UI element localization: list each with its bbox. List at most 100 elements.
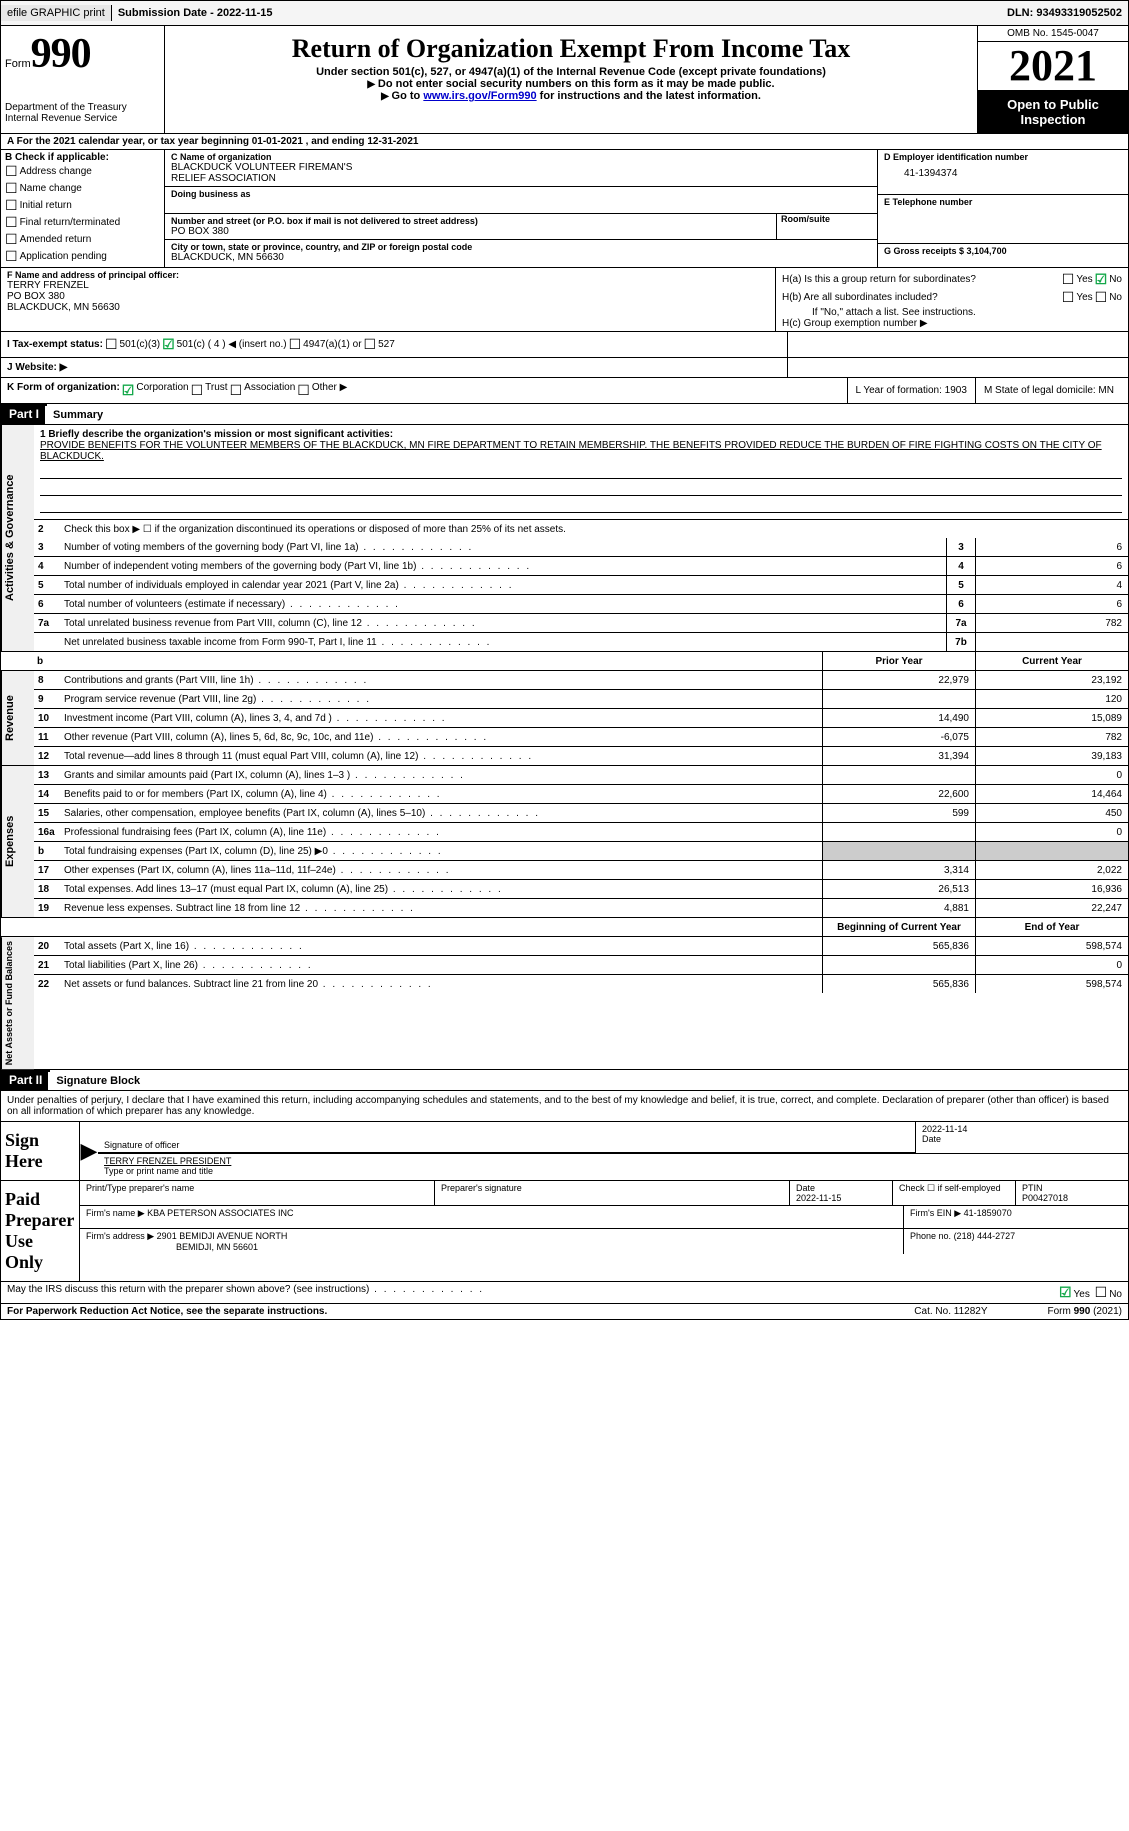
ssn-notice: Do not enter social security numbers on …	[171, 78, 971, 90]
line-2: Check this box ▶ ☐ if the organization d…	[64, 522, 1128, 537]
part-ii-title: Signature Block	[48, 1072, 148, 1090]
signature-declaration: Under penalties of perjury, I declare th…	[0, 1091, 1129, 1122]
officer-addr1: PO BOX 380	[7, 291, 769, 302]
summary-row: 17Other expenses (Part IX, column (A), l…	[34, 861, 1128, 880]
summary-row: 22Net assets or fund balances. Subtract …	[34, 975, 1128, 993]
ein-label: D Employer identification number	[884, 152, 1122, 162]
chk-other[interactable]: ☐	[297, 382, 310, 399]
sign-arrow-icon: ▶	[80, 1122, 98, 1180]
org-name-1: BLACKDUCK VOLUNTEER FIREMAN'S	[171, 162, 871, 173]
chk-527[interactable]: ☐	[364, 336, 377, 353]
summary-row: 18Total expenses. Add lines 13–17 (must …	[34, 880, 1128, 899]
form-number: Form990	[5, 30, 160, 78]
irs-link[interactable]: www.irs.gov/Form990	[423, 90, 536, 102]
chk-initial-return[interactable]: ☐Initial return	[5, 197, 160, 214]
sign-here-label: Sign Here	[1, 1122, 80, 1180]
summary-row: 19Revenue less expenses. Subtract line 1…	[34, 899, 1128, 917]
form-title: Return of Organization Exempt From Incom…	[171, 34, 971, 64]
chk-4947[interactable]: ☐	[289, 336, 302, 353]
chk-amended-return[interactable]: ☐Amended return	[5, 231, 160, 248]
officer-addr2: BLACKDUCK, MN 56630	[7, 302, 769, 313]
vtab-expenses: Expenses	[1, 766, 34, 917]
self-employed-check[interactable]: Check ☐ if self-employed	[893, 1181, 1016, 1205]
telephone-label: E Telephone number	[884, 197, 1122, 207]
vtab-activities: Activities & Governance	[1, 425, 34, 651]
chk-final-return[interactable]: ☐Final return/terminated	[5, 214, 160, 231]
ptin-label: PTIN	[1022, 1183, 1122, 1193]
type-name-label: Type or print name and title	[104, 1166, 1122, 1176]
row-i: I Tax-exempt status: ☐501(c)(3) ☑501(c) …	[1, 332, 788, 357]
gross-receipts: G Gross receipts $ 3,104,700	[884, 246, 1122, 256]
section-b-header: B Check if applicable:	[5, 152, 160, 163]
hb-yes[interactable]: ☐	[1062, 289, 1075, 306]
chk-corporation[interactable]: ☑	[122, 382, 135, 399]
summary-row: 21Total liabilities (Part X, line 26)0	[34, 956, 1128, 975]
room-label: Room/suite	[781, 214, 871, 224]
dba-label: Doing business as	[171, 189, 871, 199]
officer-label: F Name and address of principal officer:	[7, 270, 769, 280]
part-i-label: Part I	[1, 404, 47, 424]
vtab-net-assets: Net Assets or Fund Balances	[1, 937, 34, 1069]
form-subtitle: Under section 501(c), 527, or 4947(a)(1)…	[171, 66, 971, 78]
chk-app-pending[interactable]: ☐Application pending	[5, 248, 160, 265]
form-990: 990	[31, 31, 91, 77]
sign-date-label: Date	[922, 1134, 1122, 1144]
state-domicile: M State of legal domicile: MN	[975, 378, 1122, 403]
section-f: F Name and address of principal officer:…	[1, 268, 776, 331]
part-ii-label: Part II	[1, 1070, 50, 1090]
summary-row: 15Salaries, other compensation, employee…	[34, 804, 1128, 823]
firm-ein-label: Firm's EIN ▶	[910, 1208, 961, 1218]
org-name-label: C Name of organization	[171, 152, 871, 162]
summary-row: 13Grants and similar amounts paid (Part …	[34, 766, 1128, 785]
paid-preparer-block: Paid Preparer Use Only Print/Type prepar…	[0, 1181, 1129, 1282]
prior-year-hdr: Prior Year	[822, 652, 975, 670]
paperwork-notice: For Paperwork Reduction Act Notice, see …	[7, 1306, 327, 1317]
summary-row: Net unrelated business taxable income fr…	[34, 633, 1128, 651]
paid-preparer-label: Paid Preparer Use Only	[1, 1181, 80, 1281]
chk-501c3[interactable]: ☐	[105, 336, 118, 353]
hc-label: H(c) Group exemption number ▶	[782, 318, 1122, 329]
phone-value: (218) 444-2727	[954, 1231, 1016, 1241]
summary-row: 3Number of voting members of the governi…	[34, 538, 1128, 557]
firm-addr1: 2901 BEMIDJI AVENUE NORTH	[157, 1231, 288, 1241]
mission-text: PROVIDE BENEFITS FOR THE VOLUNTEER MEMBE…	[40, 440, 1122, 462]
footer: For Paperwork Reduction Act Notice, see …	[0, 1304, 1129, 1320]
chk-address-change[interactable]: ☐Address change	[5, 163, 160, 180]
summary-row: 12Total revenue—add lines 8 through 11 (…	[34, 747, 1128, 765]
hb-label: H(b) Are all subordinates included?	[782, 292, 1060, 303]
summary-row: 9Program service revenue (Part VIII, lin…	[34, 690, 1128, 709]
sign-date: 2022-11-14	[922, 1124, 1122, 1134]
chk-trust[interactable]: ☐	[191, 382, 204, 399]
signature-label: Signature of officer	[104, 1140, 909, 1150]
summary-row: 6Total number of volunteers (estimate if…	[34, 595, 1128, 614]
discuss-no[interactable]: ☐	[1095, 1284, 1108, 1300]
firm-addr2: BEMIDJI, MN 56601	[176, 1242, 897, 1252]
topbar: efile GRAPHIC print Submission Date - 20…	[0, 0, 1129, 26]
ha-no[interactable]: ☑	[1095, 271, 1108, 288]
form-org-label: K Form of organization:	[7, 382, 120, 399]
row-a-tax-year: A For the 2021 calendar year, or tax yea…	[0, 134, 1129, 150]
irs-label: Internal Revenue Service	[5, 113, 160, 124]
prep-date: 2022-11-15	[796, 1193, 886, 1203]
row-k: K Form of organization: ☑Corporation ☐Tr…	[0, 378, 1129, 404]
firm-ein: 41-1859070	[964, 1208, 1012, 1218]
org-address: PO BOX 380	[171, 226, 776, 237]
b-label: b	[33, 654, 63, 669]
hb-no[interactable]: ☐	[1095, 289, 1108, 306]
vtab-revenue: Revenue	[1, 671, 34, 765]
chk-501c[interactable]: ☑	[162, 336, 175, 353]
dln: DLN: 93493319052502	[1007, 7, 1128, 19]
chk-association[interactable]: ☐	[230, 382, 243, 399]
chk-name-change[interactable]: ☐Name change	[5, 180, 160, 197]
form-footer: Form 990 (2021)	[1048, 1306, 1123, 1317]
firm-name: KBA PETERSON ASSOCIATES INC	[147, 1208, 293, 1218]
form-word: Form	[5, 58, 31, 70]
ha-yes[interactable]: ☐	[1062, 271, 1075, 288]
open-to-public: Open to Public Inspection	[978, 91, 1128, 133]
year-formation: L Year of formation: 1903	[847, 378, 975, 403]
summary-row: 20Total assets (Part X, line 16)565,8365…	[34, 937, 1128, 956]
sign-here-block: Sign Here ▶ Signature of officer 2022-11…	[0, 1122, 1129, 1181]
discuss-yes[interactable]: ☑	[1059, 1284, 1072, 1300]
tax-year: 2021	[978, 42, 1128, 91]
section-d: D Employer identification number 41-1394…	[877, 150, 1128, 267]
